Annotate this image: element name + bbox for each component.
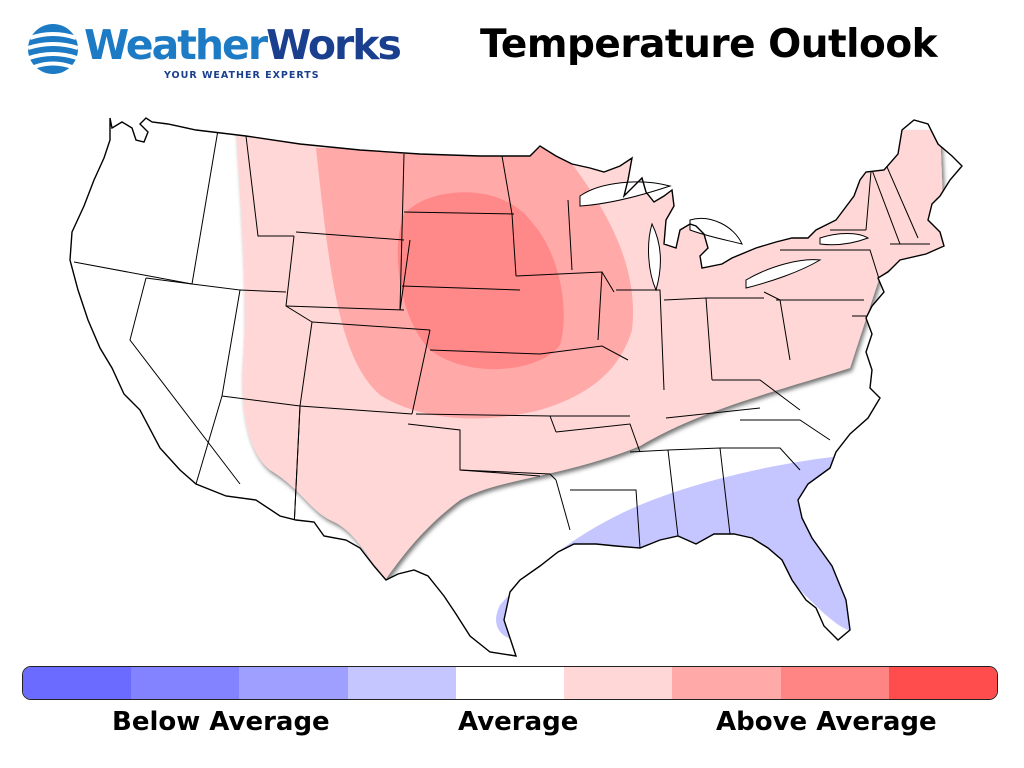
legend-swatch-1 xyxy=(23,667,132,699)
us-temperature-map xyxy=(69,117,963,657)
legend-swatch-4 xyxy=(347,667,456,699)
temperature-color-scale xyxy=(22,666,998,700)
legend-swatch-8 xyxy=(780,667,889,699)
average-label: Average xyxy=(458,707,579,737)
legend-swatch-5 xyxy=(455,667,565,699)
legend-swatch-9 xyxy=(888,667,997,699)
above-average-label: Above Average xyxy=(716,707,937,737)
legend-swatch-7 xyxy=(672,667,781,699)
legend-swatch-3 xyxy=(239,667,348,699)
above-average-strong-area xyxy=(397,192,564,370)
below-average-label: Below Average xyxy=(112,707,330,737)
legend-swatch-2 xyxy=(131,667,240,699)
state-borders xyxy=(73,129,930,549)
globe-icon xyxy=(27,24,79,74)
logo-wordmark: WeatherWorks xyxy=(84,21,402,69)
weatherworks-logo[interactable]: WeatherWorks YOUR WEATHER EXPERTS xyxy=(24,18,404,88)
logo-tagline: YOUR WEATHER EXPERTS xyxy=(164,70,320,81)
page-title: Temperature Outlook xyxy=(480,22,938,67)
legend-swatch-6 xyxy=(564,667,673,699)
